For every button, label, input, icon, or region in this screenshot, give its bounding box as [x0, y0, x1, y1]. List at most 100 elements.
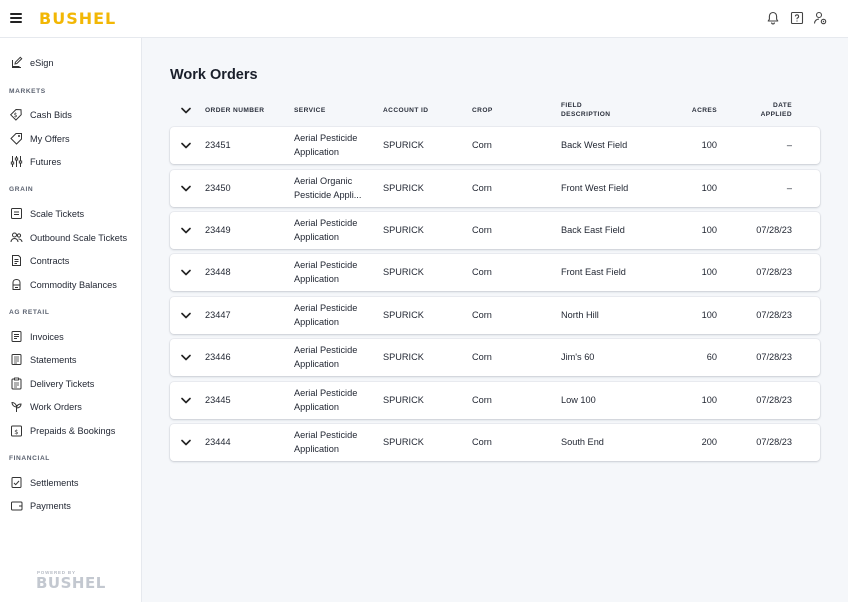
table-row[interactable]: 23451 Aerial Pesticide Application SPURI…	[170, 127, 820, 164]
account-id: SPURICK	[383, 352, 424, 362]
sidebar-item-label: Delivery Tickets	[30, 379, 95, 389]
account-id: SPURICK	[383, 183, 424, 193]
col-order-number[interactable]: ORDER NUMBER	[205, 107, 265, 114]
col-field-description[interactable]: FIELD DESCRIPTION	[561, 101, 610, 119]
acres: 100	[701, 225, 717, 235]
table-row[interactable]: 23445 Aerial Pesticide Application SPURI…	[170, 382, 820, 419]
order-number: 23451	[205, 140, 231, 150]
col-date-applied-line1: DATE	[772, 102, 792, 109]
service: Aerial Pesticide Application	[294, 260, 358, 284]
sidebar-item-prepaids-bookings[interactable]: $ Prepaids & Bookings	[0, 420, 141, 442]
statement-icon	[11, 354, 22, 365]
sidebar-item-futures[interactable]: Futures	[0, 151, 141, 173]
page-title: Work Orders	[170, 67, 258, 83]
sidebar-item-contracts[interactable]: Contracts	[0, 250, 141, 272]
field-description: Back West Field	[561, 140, 628, 150]
crop: Corn	[472, 395, 492, 405]
sliders-icon	[10, 156, 23, 167]
chevron-down-icon[interactable]	[181, 227, 191, 234]
expand-all-chevron-icon[interactable]	[181, 107, 191, 114]
service: Aerial Pesticide Application	[294, 430, 358, 454]
col-field-description-line2: DESCRIPTION	[561, 111, 611, 118]
sidebar-item-label: Settlements	[30, 478, 79, 488]
col-date-applied[interactable]: DATE APPLIED	[761, 101, 792, 119]
acres: 100	[701, 183, 717, 193]
hamburger-menu-icon[interactable]	[10, 13, 22, 23]
crop: Corn	[472, 437, 492, 447]
table-row[interactable]: 23447 Aerial Pesticide Application SPURI…	[170, 297, 820, 334]
table-row[interactable]: 23449 Aerial Pesticide Application SPURI…	[170, 212, 820, 249]
acres: 100	[701, 310, 717, 320]
sidebar-item-label: Prepaids & Bookings	[30, 426, 116, 436]
sidebar-item-label: Futures	[30, 157, 62, 167]
powered-by-logo: BUSHEL	[36, 574, 106, 592]
acres: 100	[701, 395, 717, 405]
order-number: 23448	[205, 267, 231, 277]
sidebar-item-my-offers[interactable]: My Offers	[0, 128, 141, 150]
tag-icon	[10, 133, 22, 145]
table-header: ORDER NUMBER SERVICE ACCOUNT ID CROP FIE…	[170, 98, 820, 122]
chevron-down-icon[interactable]	[181, 142, 191, 149]
wallet-icon	[11, 501, 23, 511]
chevron-down-icon[interactable]	[181, 439, 191, 446]
sidebar-item-statements[interactable]: Statements	[0, 349, 141, 371]
clipboard-icon	[11, 377, 22, 390]
sidebar-item-esign[interactable]: eSign	[0, 52, 141, 74]
chevron-down-icon[interactable]	[181, 354, 191, 361]
sidebar-item-settlements[interactable]: Settlements	[0, 472, 141, 494]
date-applied: –	[786, 183, 792, 193]
field-description: Front West Field	[561, 183, 629, 193]
field-description: Front East Field	[561, 267, 626, 277]
acres: 100	[701, 140, 717, 150]
col-account-id[interactable]: ACCOUNT ID	[383, 107, 429, 114]
field-description: Jim's 60	[561, 352, 595, 362]
checklist-icon	[11, 477, 22, 488]
dollar-tag-icon: $	[10, 108, 22, 121]
table-row[interactable]: 23446 Aerial Pesticide Application SPURI…	[170, 339, 820, 376]
sidebar-item-label: Payments	[30, 501, 71, 511]
crop: Corn	[472, 183, 492, 193]
sidebar-item-work-orders[interactable]: Work Orders	[0, 396, 141, 418]
chevron-down-icon[interactable]	[181, 269, 191, 276]
col-acres[interactable]: ACRES	[691, 107, 717, 114]
sidebar-item-label: Work Orders	[30, 402, 82, 412]
user-settings-icon[interactable]	[812, 10, 828, 26]
bell-icon[interactable]	[765, 10, 781, 26]
account-id: SPURICK	[383, 395, 424, 405]
col-crop[interactable]: CROP	[472, 107, 493, 114]
svg-text:$: $	[14, 112, 18, 119]
sidebar-item-delivery-tickets[interactable]: Delivery Tickets	[0, 373, 141, 395]
sidebar-item-invoices[interactable]: Invoices	[0, 326, 141, 348]
crop: Corn	[472, 225, 492, 235]
field-description: South End	[561, 437, 604, 447]
chevron-down-icon[interactable]	[181, 185, 191, 192]
table-row[interactable]: 23444 Aerial Pesticide Application SPURI…	[170, 424, 820, 461]
col-service[interactable]: SERVICE	[294, 107, 326, 114]
sidebar-item-label: Cash Bids	[30, 110, 72, 120]
bushel-logo[interactable]: BUSHEL	[39, 9, 117, 28]
crop: Corn	[472, 267, 492, 277]
service: Aerial Pesticide Application	[294, 345, 358, 369]
acres: 60	[706, 352, 717, 362]
date-applied: 07/28/23	[756, 395, 792, 405]
order-number: 23445	[205, 395, 231, 405]
pen-edit-icon	[12, 56, 23, 68]
sidebar-item-label: Invoices	[30, 332, 64, 342]
help-icon[interactable]	[789, 10, 805, 26]
sidebar-item-cash-bids[interactable]: $ Cash Bids	[0, 104, 141, 126]
sidebar-item-payments[interactable]: Payments	[0, 495, 141, 517]
date-applied: 07/28/23	[756, 437, 792, 447]
chevron-down-icon[interactable]	[181, 397, 191, 404]
powered-by-label: POWERED BY	[37, 570, 76, 575]
sidebar-item-label: Outbound Scale Tickets	[30, 233, 128, 243]
chevron-down-icon[interactable]	[181, 312, 191, 319]
sidebar-item-scale-tickets[interactable]: Scale Tickets	[0, 203, 141, 225]
sidebar-item-label: Scale Tickets	[30, 209, 85, 219]
sidebar-item-commodity-balances[interactable]: Commodity Balances	[0, 274, 141, 296]
sidebar-item-outbound-scale-tickets[interactable]: Outbound Scale Tickets	[0, 227, 141, 249]
col-field-description-line1: FIELD	[561, 102, 583, 109]
service: Aerial Pesticide Application	[294, 218, 358, 242]
table-row[interactable]: 23448 Aerial Pesticide Application SPURI…	[170, 254, 820, 291]
table-row[interactable]: 23450 Aerial Organic Pesticide Appli... …	[170, 170, 820, 207]
sidebar-item-label: Contracts	[30, 256, 70, 266]
